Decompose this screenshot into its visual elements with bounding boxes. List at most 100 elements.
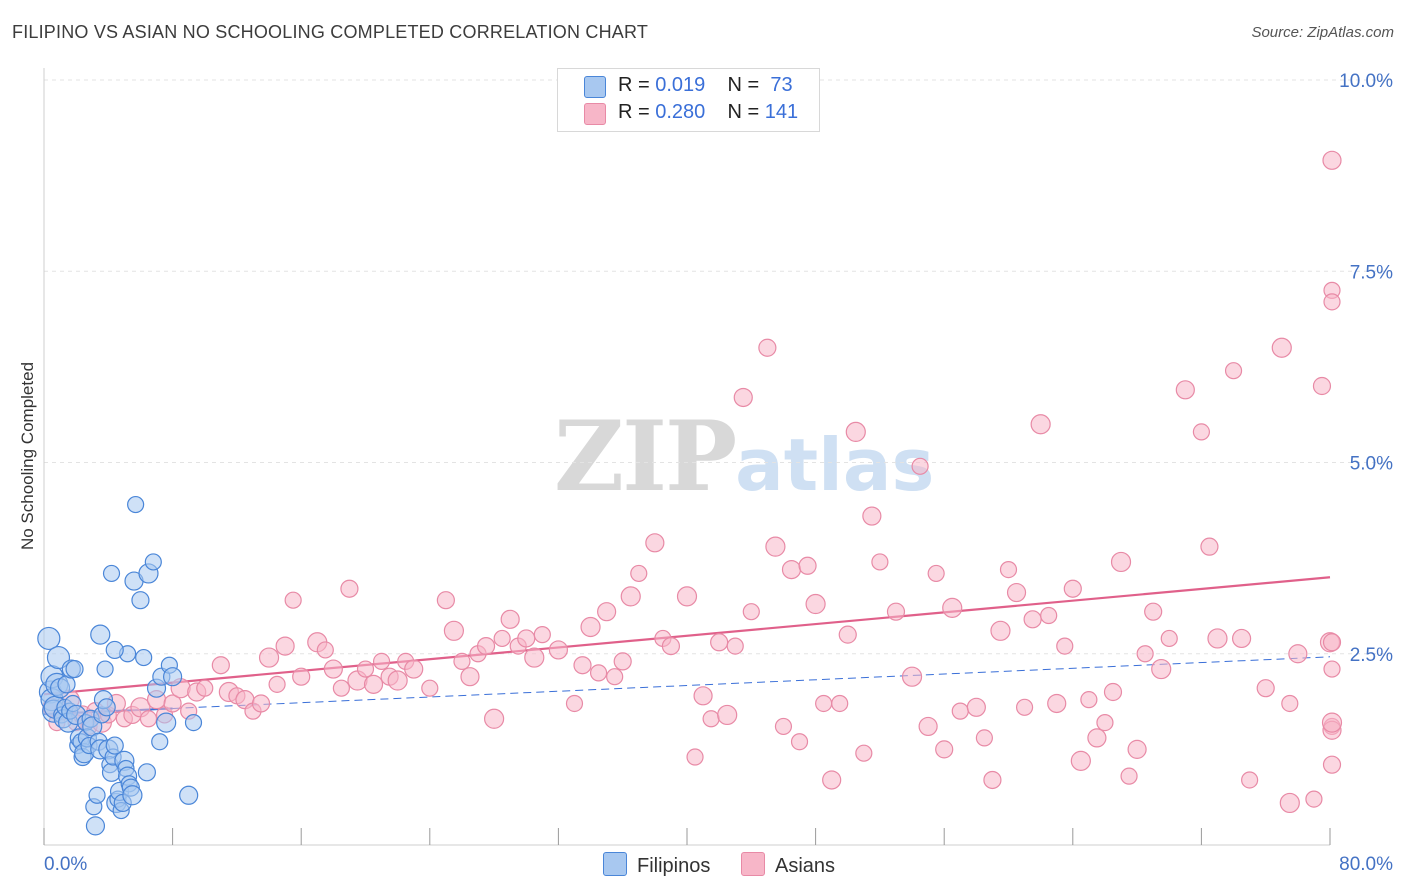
filipino-point [135, 648, 153, 667]
asian-point [356, 660, 375, 678]
filipino-point [37, 626, 61, 651]
asian-point [645, 533, 665, 553]
asian-point [1224, 362, 1243, 380]
asian-point [901, 666, 923, 687]
y-axis-label: No Schooling Completed [18, 362, 37, 550]
asian-point [838, 625, 857, 644]
asian-point [316, 641, 334, 659]
asian-point [1323, 660, 1341, 678]
asian-point [453, 652, 471, 671]
y-tick-label: 10.0% [1339, 71, 1393, 92]
asian-point [1288, 644, 1308, 664]
asian-point [661, 636, 681, 656]
asian-point [500, 609, 520, 629]
filipino-point [105, 736, 124, 755]
tick-labels: 2.5% 5.0% 7.5% 10.0% 0.0% 80.0% No Schooling C… [18, 71, 1393, 875]
watermark-zip: ZIP [554, 400, 737, 513]
filipino-point [137, 763, 156, 782]
legend-n-value: 73 [770, 74, 793, 96]
filipino-point [96, 660, 114, 678]
bottom-legend-label-asians: Asians [775, 855, 836, 877]
gridlines [44, 79, 1392, 655]
asian-point [1256, 679, 1275, 698]
asian-point [815, 694, 833, 713]
asian-point [436, 591, 455, 610]
asian-point [268, 675, 286, 693]
bottom-legend-label-filipinos: Filipinos [637, 855, 711, 877]
asian-point [1207, 628, 1228, 649]
asian-point [966, 697, 986, 717]
asian-point [1305, 790, 1323, 808]
asian-point [1030, 414, 1051, 435]
asian-point [951, 702, 969, 720]
stats-legend: R = 0.019 N = 73 R = 0.280 N = 141 [557, 68, 820, 132]
asian-point [163, 694, 182, 713]
asian-point [990, 620, 1011, 641]
legend-n-label: N = [727, 101, 760, 123]
asian-point [790, 733, 809, 751]
asian-point [1281, 694, 1299, 713]
asian-point [460, 667, 480, 687]
asian-point [1241, 771, 1259, 789]
filipinos-points [37, 495, 203, 836]
asian-point [1175, 380, 1195, 400]
legend-n-value: 141 [764, 101, 799, 123]
asian-point [1192, 423, 1211, 441]
asian-point [589, 664, 608, 682]
asian-point [251, 694, 271, 713]
asian-point [524, 647, 545, 668]
asian-point [1322, 755, 1342, 774]
asian-point [565, 694, 584, 713]
asian-point [1323, 293, 1341, 311]
asian-point [733, 387, 753, 408]
asian-point [1047, 693, 1067, 714]
asian-point [942, 597, 963, 618]
asian-point [1279, 792, 1300, 814]
asian-point [1087, 728, 1107, 748]
asian-point [580, 616, 601, 638]
asian-point [1120, 767, 1138, 785]
asian-point [845, 421, 866, 442]
asian-point [1110, 551, 1132, 573]
filipinos-trend-dashed [172, 656, 1331, 709]
asian-point [292, 667, 311, 686]
asian-point [1096, 713, 1114, 732]
asian-point [493, 629, 511, 648]
filipino-point [88, 786, 106, 804]
x-tick-label: 0.0% [44, 854, 87, 875]
legend-r-label: R = [618, 101, 650, 123]
asian-point [702, 710, 720, 728]
filipino-point [156, 712, 177, 733]
asian-point [1103, 682, 1123, 702]
asian-point [363, 674, 384, 694]
asian-point [332, 679, 350, 697]
filipino-point [122, 785, 143, 806]
legend-swatch-filipinos [584, 76, 606, 98]
bottom-legend-asians[interactable]: Asians [741, 852, 835, 878]
legend-r-label: R = [618, 74, 650, 96]
asian-point [1144, 602, 1163, 621]
asian-point [676, 586, 698, 607]
asian-point [613, 652, 632, 671]
asian-point [476, 636, 496, 656]
y-tick-label: 7.5% [1350, 262, 1393, 283]
watermark-atlas: atlas [735, 423, 935, 507]
asian-point [258, 647, 280, 668]
asian-point [1023, 610, 1042, 629]
asian-point [597, 602, 617, 622]
asian-point [548, 640, 569, 660]
asian-point [196, 679, 214, 697]
filipino-point [144, 553, 162, 571]
asian-point [742, 603, 760, 621]
asian-point [533, 626, 551, 644]
asian-point [443, 620, 465, 641]
asian-point [935, 740, 954, 759]
asian-point [404, 659, 424, 679]
asian-point [620, 586, 641, 607]
asian-point [1040, 606, 1058, 625]
bottom-legend-filipinos[interactable]: Filipinos [603, 852, 710, 878]
asian-point [372, 652, 391, 671]
asian-point [927, 564, 945, 583]
asian-point [822, 770, 842, 790]
